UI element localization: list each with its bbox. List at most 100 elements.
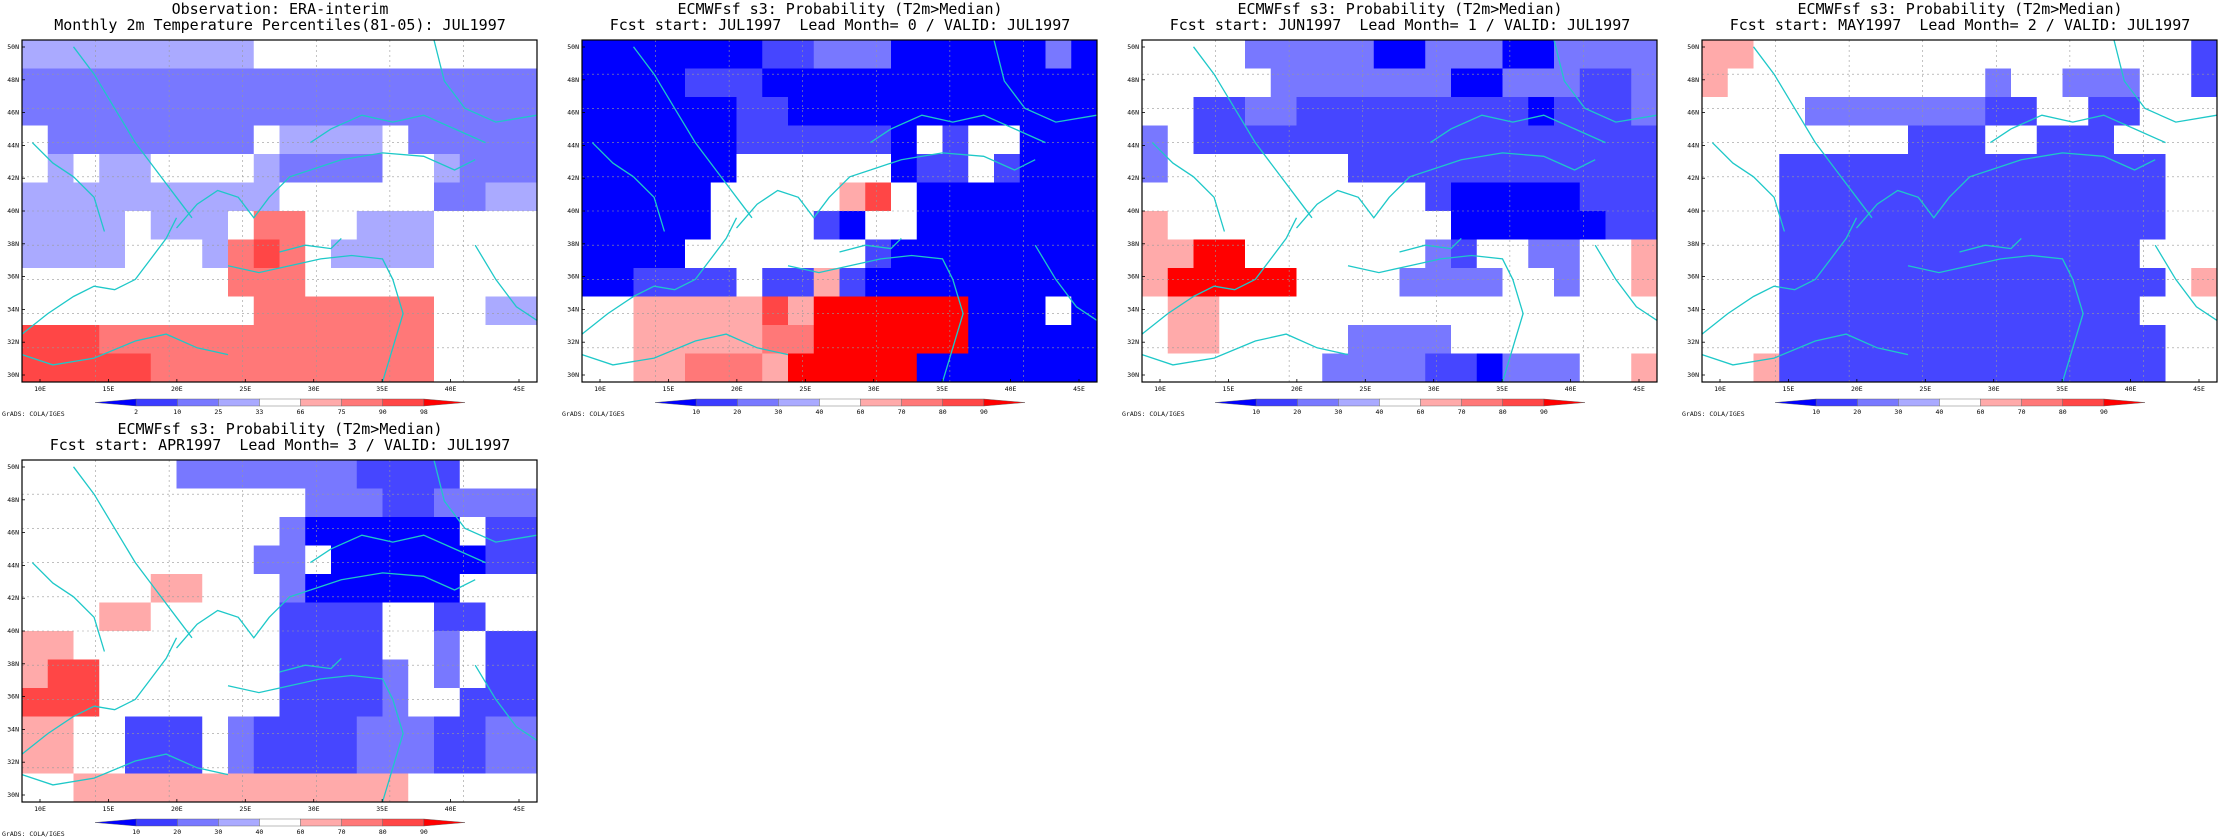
grid-cell <box>2062 182 2089 212</box>
legend-label: 30 <box>1894 408 1902 416</box>
grid-cell <box>331 745 358 774</box>
grid-cell <box>202 353 229 383</box>
grid-cell <box>2036 268 2063 297</box>
grid-cell <box>1373 68 1400 98</box>
grid-cell <box>47 353 74 383</box>
grid-cell <box>1322 182 1349 212</box>
lat-tick-label: 36N <box>7 273 19 281</box>
grid-cell <box>1579 268 1606 297</box>
grid-cell <box>1373 239 1400 269</box>
grid-cell <box>1348 353 1375 383</box>
grid-cell <box>1753 154 1780 183</box>
grid-cell <box>1933 239 1960 269</box>
grid-cell <box>279 688 306 717</box>
grid-cell <box>434 460 461 489</box>
lon-tick-label: 25E <box>1919 385 1931 393</box>
grid-cell <box>685 296 712 326</box>
grid-cell <box>2036 211 2063 240</box>
grid-cell <box>47 460 74 489</box>
grid-cell <box>633 239 660 269</box>
grid-cell <box>1631 68 1658 98</box>
grid-cell <box>607 125 634 155</box>
grid-cell <box>1908 182 1935 212</box>
grid-cell <box>1933 97 1960 126</box>
grid-cell <box>736 125 763 155</box>
legend-swatch <box>259 398 301 407</box>
grid-cell <box>279 182 306 212</box>
grid-cell <box>47 545 74 575</box>
grid-cell <box>1631 40 1658 69</box>
grid-cell <box>176 517 203 546</box>
grid-cell <box>994 239 1021 269</box>
grid-cell <box>228 460 255 489</box>
grid-cell <box>459 239 486 269</box>
lat-tick-label: 32N <box>7 758 19 766</box>
grid-cell <box>305 574 332 603</box>
grid-cell <box>1753 353 1780 383</box>
legend-swatch <box>135 818 178 827</box>
coastline <box>279 237 342 253</box>
grid-cell <box>839 296 866 326</box>
lat-tick-label: 42N <box>1127 174 1139 182</box>
grid-cell <box>685 97 712 126</box>
grid-cell <box>2062 296 2089 326</box>
legend-label: 25 <box>214 408 222 416</box>
grid-cell <box>1856 125 1883 155</box>
grid-cell <box>47 325 74 354</box>
grid-cell <box>1373 40 1400 69</box>
grid-cell <box>1830 125 1857 155</box>
coastline <box>1711 142 1786 232</box>
grid-cell <box>710 68 737 98</box>
grid-cell <box>659 154 686 183</box>
grid-cell <box>1702 325 1729 354</box>
grid-cell <box>279 296 306 326</box>
lat-tick-label: 50N <box>1687 43 1699 51</box>
coastline <box>581 333 789 366</box>
legend-label: 60 <box>1417 408 1425 416</box>
grid-cell <box>710 182 737 212</box>
grid-cell <box>485 68 512 98</box>
grid-cell <box>1502 296 1529 326</box>
grid-cell <box>47 488 74 518</box>
map-panel-2: ECMWFsf s3: Probability (T2m>Median) Fcst… <box>560 0 1120 420</box>
grid-cell <box>762 125 789 155</box>
grid-cell <box>659 325 686 354</box>
grid-cell <box>73 773 100 803</box>
lon-tick-label: 25E <box>239 805 251 813</box>
grid-cell <box>176 154 203 183</box>
grid-cell <box>1193 68 1220 98</box>
coastline <box>474 244 538 321</box>
grid-cell <box>865 325 892 354</box>
grid-cell <box>1579 68 1606 98</box>
grid-cell <box>1399 125 1426 155</box>
grid-cell <box>813 182 840 212</box>
grid-cell <box>459 545 486 575</box>
grid-cell <box>125 125 152 155</box>
grid-cell <box>865 353 892 383</box>
grid-cell <box>2165 353 2192 383</box>
lon-tick-label: 30E <box>868 385 880 393</box>
grid-cell <box>1399 68 1426 98</box>
grid-cell <box>891 182 918 212</box>
legend-label: 30 <box>774 408 782 416</box>
legend-swatch <box>1980 398 2022 407</box>
grid-cell <box>2088 97 2115 126</box>
grid-cell <box>408 488 435 518</box>
grid-cell <box>916 125 943 155</box>
grid-cell <box>582 239 609 269</box>
grid-cell <box>99 545 126 575</box>
grid-cell <box>1908 353 1935 383</box>
grid-cell <box>356 745 383 774</box>
grid-cell <box>202 68 229 98</box>
legend-swatch <box>1543 398 1586 407</box>
grid-cell <box>1193 268 1220 297</box>
grid-cell <box>356 296 383 326</box>
grid-cell <box>356 716 383 746</box>
lat-tick-label: 46N <box>567 109 579 117</box>
grid-cell <box>99 125 126 155</box>
grid-cell <box>382 631 409 660</box>
grid-cell <box>1554 239 1581 269</box>
legend-label: 66 <box>297 408 305 416</box>
grid-cell <box>1476 353 1503 383</box>
grid-cell <box>1830 353 1857 383</box>
